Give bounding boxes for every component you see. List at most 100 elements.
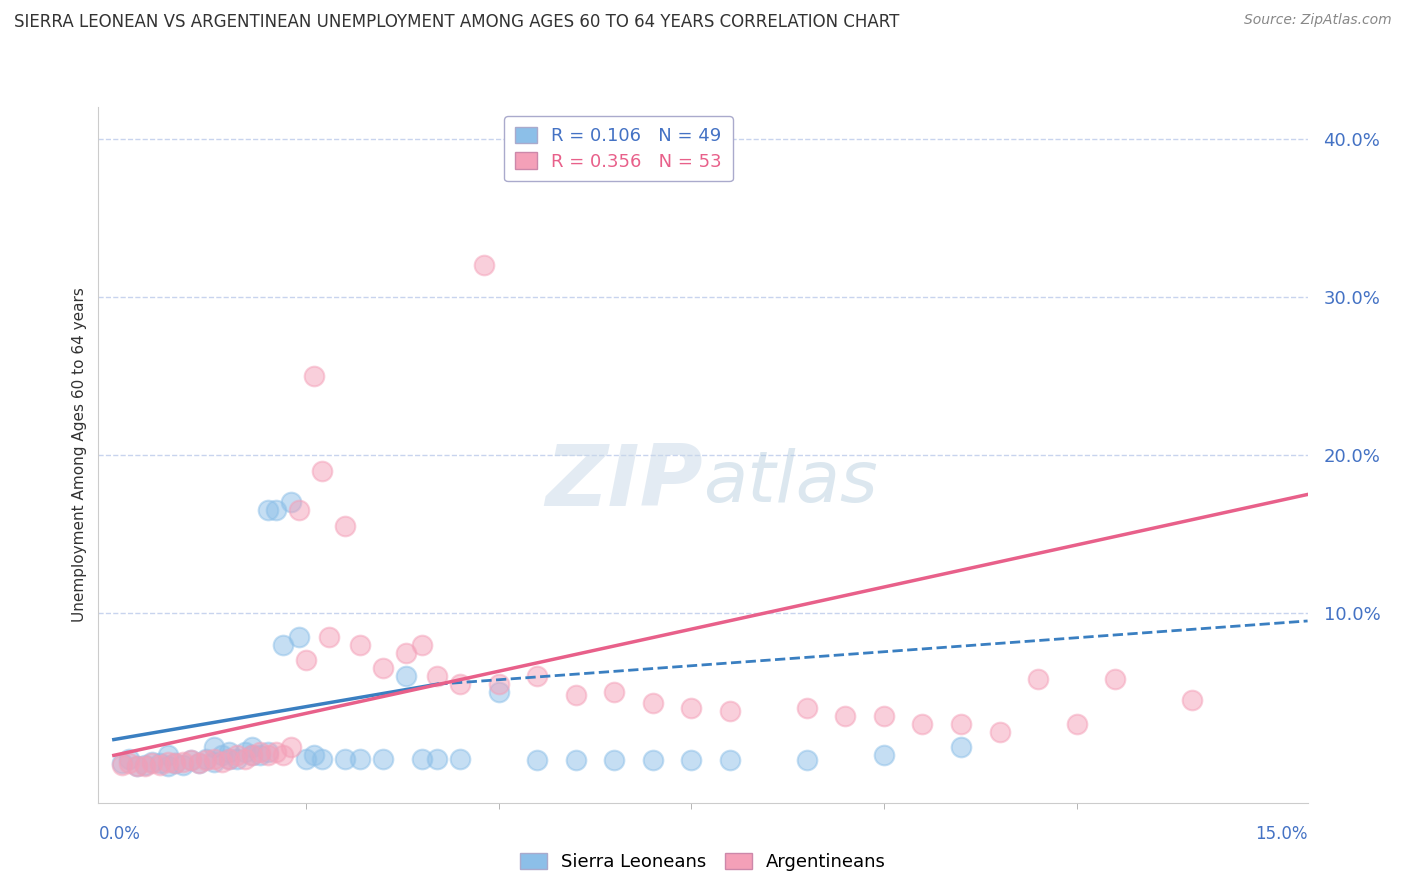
Point [1104,673,1126,687]
Point [149,757,172,772]
Point [156,755,179,769]
Point [565,753,588,767]
Point [125,759,148,773]
Point [218,751,240,765]
Point [257,503,280,517]
Legend: R = 0.106   N = 49, R = 0.356   N = 53: R = 0.106 N = 49, R = 0.356 N = 53 [505,116,733,181]
Point [242,740,264,755]
Point [218,745,240,759]
Point [141,755,163,769]
Point [472,258,495,272]
Point [134,759,156,773]
Point [311,751,333,765]
Point [187,756,209,771]
Point [373,661,395,675]
Point [271,638,294,652]
Point [295,751,318,765]
Point [426,669,449,683]
Point [156,759,179,773]
Text: 0.0%: 0.0% [98,825,141,843]
Point [218,751,240,765]
Point [333,751,356,765]
Point [526,753,548,767]
Point [125,759,148,773]
Point [1026,673,1049,687]
Point [488,685,510,699]
Point [834,708,856,723]
Point [333,519,356,533]
Point [141,756,163,771]
Point [603,685,626,699]
Text: ZIP: ZIP [546,442,703,524]
Point [302,748,325,763]
Point [134,757,156,772]
Point [226,751,249,765]
Point [118,756,141,771]
Point [488,677,510,691]
Point [287,503,309,517]
Point [349,751,371,765]
Point [202,755,225,769]
Point [149,756,172,771]
Point [603,753,626,767]
Point [395,646,418,660]
Point [211,748,233,763]
Point [349,638,371,652]
Legend: Sierra Leoneans, Argentineans: Sierra Leoneans, Argentineans [513,846,893,879]
Point [202,740,225,755]
Point [195,751,218,765]
Point [226,748,249,763]
Point [233,745,256,759]
Point [395,669,418,683]
Point [180,753,202,767]
Point [172,757,194,772]
Point [271,748,294,763]
Point [202,751,225,765]
Point [257,748,280,763]
Point [873,708,896,723]
Point [165,756,187,771]
Point [249,745,271,759]
Point [796,753,818,767]
Point [1066,716,1088,731]
Point [718,753,741,767]
Point [426,751,449,765]
Point [110,757,132,772]
Point [318,630,340,644]
Point [681,753,703,767]
Point [449,751,471,765]
Point [249,748,271,763]
Point [233,751,256,765]
Point [264,745,287,759]
Point [449,677,471,691]
Point [257,745,280,759]
Point [911,716,934,731]
Point [264,503,287,517]
Point [211,755,233,769]
Point [718,704,741,718]
Point [641,753,664,767]
Point [180,753,202,767]
Point [242,748,264,763]
Point [681,701,703,715]
Point [988,724,1011,739]
Y-axis label: Unemployment Among Ages 60 to 64 years: Unemployment Among Ages 60 to 64 years [72,287,87,623]
Point [311,464,333,478]
Point [302,368,325,383]
Point [118,751,141,765]
Point [950,740,973,755]
Point [187,756,209,771]
Point [195,753,218,767]
Text: Source: ZipAtlas.com: Source: ZipAtlas.com [1244,13,1392,28]
Point [1181,693,1204,707]
Point [242,748,264,763]
Point [411,751,433,765]
Point [526,669,548,683]
Text: atlas: atlas [703,449,877,517]
Point [287,630,309,644]
Point [280,495,302,509]
Point [373,751,395,765]
Point [295,653,318,667]
Point [156,748,179,763]
Text: SIERRA LEONEAN VS ARGENTINEAN UNEMPLOYMENT AMONG AGES 60 TO 64 YEARS CORRELATION: SIERRA LEONEAN VS ARGENTINEAN UNEMPLOYME… [14,13,900,31]
